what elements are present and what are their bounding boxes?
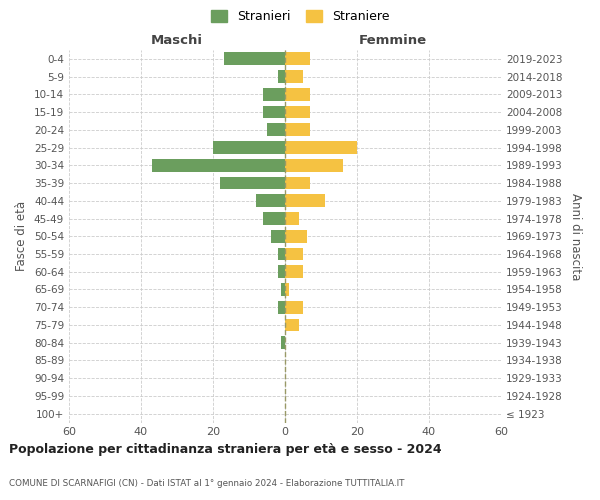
Bar (285, 266, 303, 278)
Bar (281, 336, 285, 349)
Bar (267, 124, 285, 136)
Legend: Stranieri, Straniere: Stranieri, Straniere (207, 6, 393, 27)
Text: Femmine: Femmine (359, 34, 427, 48)
Bar (281, 283, 285, 296)
Bar (285, 88, 310, 101)
Bar (285, 141, 357, 154)
Bar (263, 212, 285, 225)
Bar (285, 70, 303, 83)
Bar (278, 248, 285, 260)
Bar (152, 159, 285, 172)
Bar (285, 230, 307, 242)
Bar (285, 301, 303, 314)
Bar (278, 301, 285, 314)
Bar (285, 159, 343, 172)
Bar (213, 141, 285, 154)
Bar (285, 318, 299, 332)
Bar (271, 230, 285, 242)
Bar (285, 212, 299, 225)
Bar (285, 248, 303, 260)
Bar (285, 283, 289, 296)
Bar (285, 106, 310, 118)
Y-axis label: Fasce di età: Fasce di età (16, 201, 28, 272)
Bar (278, 70, 285, 83)
Text: COMUNE DI SCARNAFIGI (CN) - Dati ISTAT al 1° gennaio 2024 - Elaborazione TUTTITA: COMUNE DI SCARNAFIGI (CN) - Dati ISTAT a… (9, 480, 404, 488)
Bar (285, 176, 310, 190)
Bar (263, 106, 285, 118)
Bar (285, 194, 325, 207)
Bar (278, 266, 285, 278)
Bar (220, 176, 285, 190)
Text: Maschi: Maschi (151, 34, 203, 48)
Bar (256, 194, 285, 207)
Y-axis label: Anni di nascita: Anni di nascita (569, 192, 582, 280)
Text: Popolazione per cittadinanza straniera per età e sesso - 2024: Popolazione per cittadinanza straniera p… (9, 442, 442, 456)
Bar (285, 124, 310, 136)
Bar (285, 52, 310, 66)
Bar (263, 88, 285, 101)
Bar (224, 52, 285, 66)
